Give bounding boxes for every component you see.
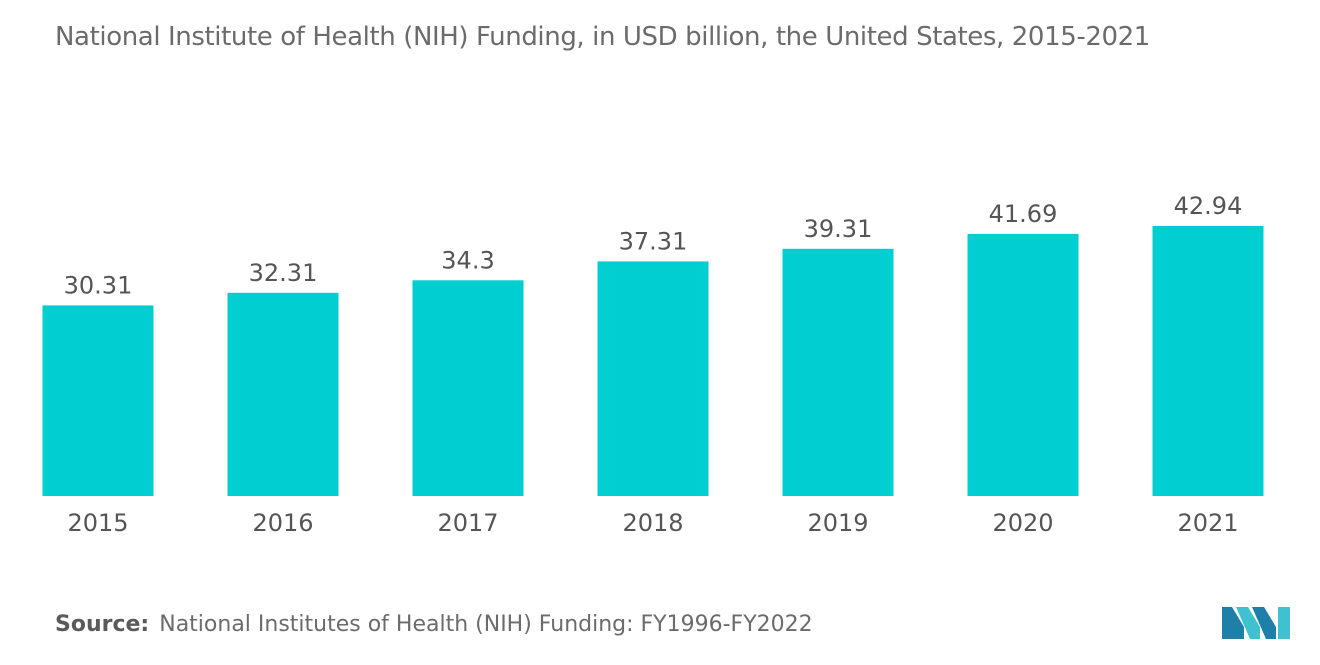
bar-2017 [412,280,524,496]
bar-2015 [42,305,154,496]
bar-2019 [782,248,894,496]
source-text: National Institutes of Health (NIH) Fund… [159,612,813,637]
bar-2021 [1152,226,1264,496]
data-label-2016: 32.31 [249,259,318,287]
x-tick-label-2015: 2015 [67,509,128,537]
x-tick-label-2020: 2020 [992,509,1053,537]
chart-title: National Institute of Health (NIH) Fundi… [55,22,1150,52]
x-tick-label-2016: 2016 [252,509,313,537]
bar-2018 [597,261,709,496]
x-tick-label-2019: 2019 [807,509,868,537]
source-label: Source: [55,612,150,637]
source-note: Source: National Institutes of Health (NI… [55,612,813,637]
data-label-2017: 34.3 [441,246,494,274]
data-label-2015: 30.31 [64,271,133,299]
data-label-2018: 37.31 [619,227,688,255]
bar-chart: 30.31 2015 32.31 2016 34.3 2017 37.31 2018 39.31… [42,192,1264,537]
x-tick-label-2017: 2017 [437,509,498,537]
data-label-2020: 41.69 [989,200,1058,228]
bar-2020 [967,233,1079,496]
bar-2016 [227,292,339,496]
x-tick-label-2021: 2021 [1177,509,1238,537]
mordor-intelligence-logo-icon [1222,607,1290,639]
x-tick-label-2018: 2018 [622,509,683,537]
data-label-2021: 42.94 [1174,192,1243,220]
data-label-2019: 39.31 [804,215,873,243]
